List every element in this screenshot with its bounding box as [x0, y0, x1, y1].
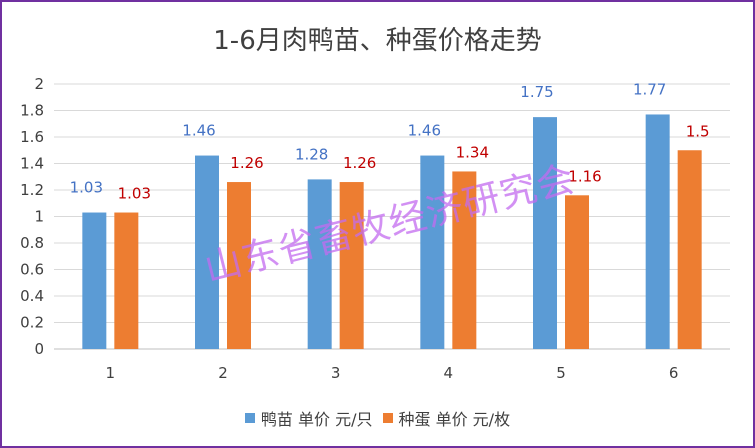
x-tick-label: 1: [106, 364, 116, 382]
bar-duckling: [533, 117, 557, 349]
data-label-egg: 1.26: [230, 154, 263, 172]
legend-label-duckling: 鸭苗 单价 元/只: [260, 410, 373, 429]
data-label-egg: 1.16: [568, 167, 601, 185]
y-tick-label: 1: [34, 208, 44, 226]
x-tick-label: 2: [218, 364, 228, 382]
bar-egg: [339, 182, 364, 349]
legend-swatch-egg: [382, 413, 393, 423]
y-tick-label: 1.6: [20, 128, 44, 146]
y-tick-label: 1.8: [20, 102, 44, 120]
data-label-egg: 1.03: [118, 185, 151, 203]
legend-swatch-duckling: [244, 413, 255, 423]
data-label-duckling: 1.28: [295, 145, 328, 163]
data-label-egg: 1.26: [343, 154, 376, 172]
bar-duckling: [420, 155, 445, 349]
bar-duckling: [82, 212, 107, 349]
legend-label-egg: 种蛋 单价 元/枚: [398, 410, 511, 429]
data-label-duckling: 1.46: [408, 122, 441, 140]
chart-title: 1-6月肉鸭苗、种蛋价格走势: [213, 26, 542, 56]
data-label-duckling: 1.75: [520, 83, 553, 101]
bar-duckling: [195, 155, 219, 349]
bar-egg: [677, 150, 702, 349]
x-tick-label: 4: [444, 364, 454, 382]
bar-egg: [227, 182, 251, 349]
y-tick-label: 0: [34, 340, 44, 358]
data-label-egg: 1.34: [456, 143, 489, 161]
y-tick-label: 0.2: [20, 314, 44, 332]
data-label-duckling: 1.46: [182, 122, 215, 140]
bar-duckling: [307, 179, 332, 349]
bar-duckling: [645, 114, 670, 349]
data-label-duckling: 1.77: [633, 80, 666, 98]
x-tick-label: 3: [331, 364, 341, 382]
data-label-duckling: 1.03: [70, 179, 103, 197]
y-tick-label: 1.4: [20, 155, 44, 173]
y-tick-label: 0.8: [20, 234, 44, 252]
y-tick-label: 2: [34, 75, 44, 93]
chart-legend: 鸭苗 单价 元/只 种蛋 单价 元/枚: [2, 406, 753, 430]
y-tick-label: 0.6: [20, 261, 44, 279]
x-tick-label: 5: [556, 364, 566, 382]
bar-egg: [114, 212, 139, 349]
y-tick-label: 1.2: [20, 181, 44, 199]
legend-item-duckling: 鸭苗 单价 元/只: [244, 406, 373, 430]
data-label-egg: 1.5: [686, 122, 710, 140]
bar-egg: [565, 195, 589, 349]
x-tick-label: 6: [669, 364, 679, 382]
y-tick-label: 0.4: [20, 287, 44, 305]
bar-egg: [452, 171, 477, 349]
legend-item-egg: 种蛋 单价 元/枚: [382, 406, 511, 430]
